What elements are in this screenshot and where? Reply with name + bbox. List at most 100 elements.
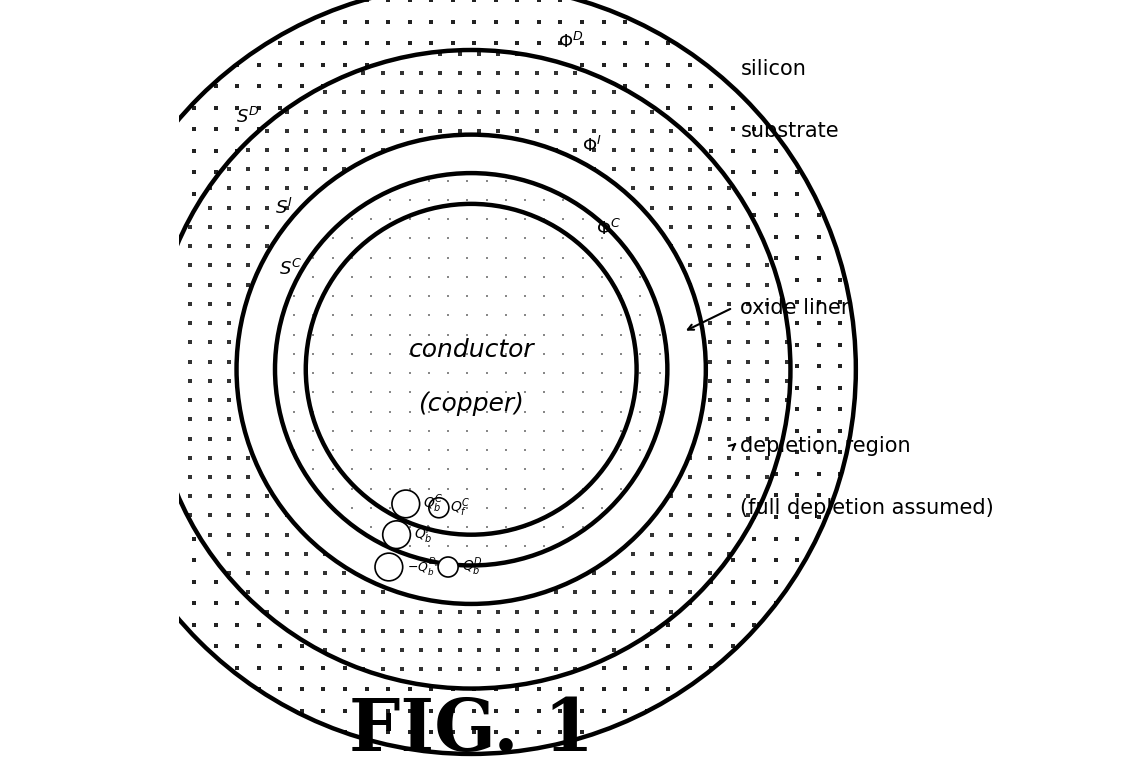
Point [250, 683, 268, 695]
Point [336, 37, 354, 50]
Point [702, 597, 720, 609]
Point [720, 278, 738, 291]
Point [220, 470, 238, 483]
Point [250, 640, 268, 653]
Point [459, 194, 477, 206]
Point [420, 232, 438, 245]
Circle shape [383, 521, 410, 549]
Point [604, 125, 622, 137]
Point [701, 374, 719, 387]
Point [465, 726, 483, 739]
Point [285, 386, 303, 398]
Point [631, 367, 649, 379]
Point [497, 290, 515, 302]
Text: $\Phi^I$: $\Phi^I$ [582, 136, 602, 157]
Point [663, 490, 681, 502]
Point [681, 597, 699, 609]
Point [701, 163, 719, 175]
Point [508, 663, 526, 676]
Point [720, 394, 738, 406]
Point [362, 270, 380, 283]
Point [400, 252, 418, 264]
Point [285, 290, 303, 302]
Point [508, 704, 526, 717]
Point [374, 625, 392, 637]
Point [355, 125, 373, 137]
Point [381, 482, 399, 494]
Point [766, 467, 784, 480]
Point [739, 509, 757, 522]
Point [470, 86, 488, 98]
Point [644, 529, 662, 541]
Point [508, 644, 526, 656]
Point [778, 374, 796, 387]
Point [663, 240, 681, 253]
Point [574, 386, 592, 398]
Point [343, 309, 361, 322]
Point [535, 367, 553, 379]
Point [554, 425, 573, 437]
Point [702, 618, 720, 631]
Point [343, 329, 361, 341]
Point [612, 425, 630, 437]
Point [612, 444, 630, 456]
Point [423, 726, 441, 739]
Point [554, 463, 573, 476]
Point [574, 270, 592, 283]
Point [789, 489, 807, 501]
Point [185, 575, 203, 587]
Point [163, 532, 181, 545]
Point [423, 0, 441, 6]
Point [720, 356, 738, 368]
Point [420, 482, 438, 494]
Point [612, 482, 630, 494]
Point [239, 452, 257, 464]
Point [220, 452, 238, 464]
Point [530, 683, 548, 695]
Point [220, 509, 238, 522]
Point [739, 452, 757, 464]
Point [272, 102, 290, 114]
Point [314, 80, 332, 92]
Point [745, 123, 763, 136]
Point [285, 367, 303, 379]
Point [489, 86, 507, 98]
Point [535, 252, 553, 264]
Point [420, 290, 438, 302]
Point [573, 16, 591, 28]
Point [162, 413, 180, 425]
Text: $Q_b^C$: $Q_b^C$ [424, 493, 444, 515]
Point [663, 529, 681, 541]
Point [644, 105, 662, 118]
Point [162, 470, 180, 483]
Point [432, 625, 450, 637]
Text: $S^C$: $S^C$ [279, 259, 302, 279]
Point [574, 213, 592, 226]
Point [362, 463, 380, 476]
Point [789, 317, 807, 329]
Point [535, 348, 553, 360]
Point [121, 295, 139, 308]
Point [420, 386, 438, 398]
Point [789, 532, 807, 545]
Point [659, 683, 677, 695]
Point [720, 182, 738, 195]
Point [304, 309, 322, 322]
Point [631, 270, 649, 283]
Point [206, 640, 224, 653]
Point [724, 575, 742, 587]
Point [593, 444, 611, 456]
Point [682, 586, 700, 598]
Point [682, 144, 700, 157]
Point [832, 446, 850, 459]
Point [362, 252, 380, 264]
Point [612, 252, 630, 264]
Point [400, 232, 418, 245]
Point [362, 482, 380, 494]
Point [508, 86, 526, 98]
Point [201, 298, 219, 310]
Point [551, 704, 569, 717]
Point [554, 444, 573, 456]
Point [724, 166, 742, 178]
Point [99, 381, 117, 394]
